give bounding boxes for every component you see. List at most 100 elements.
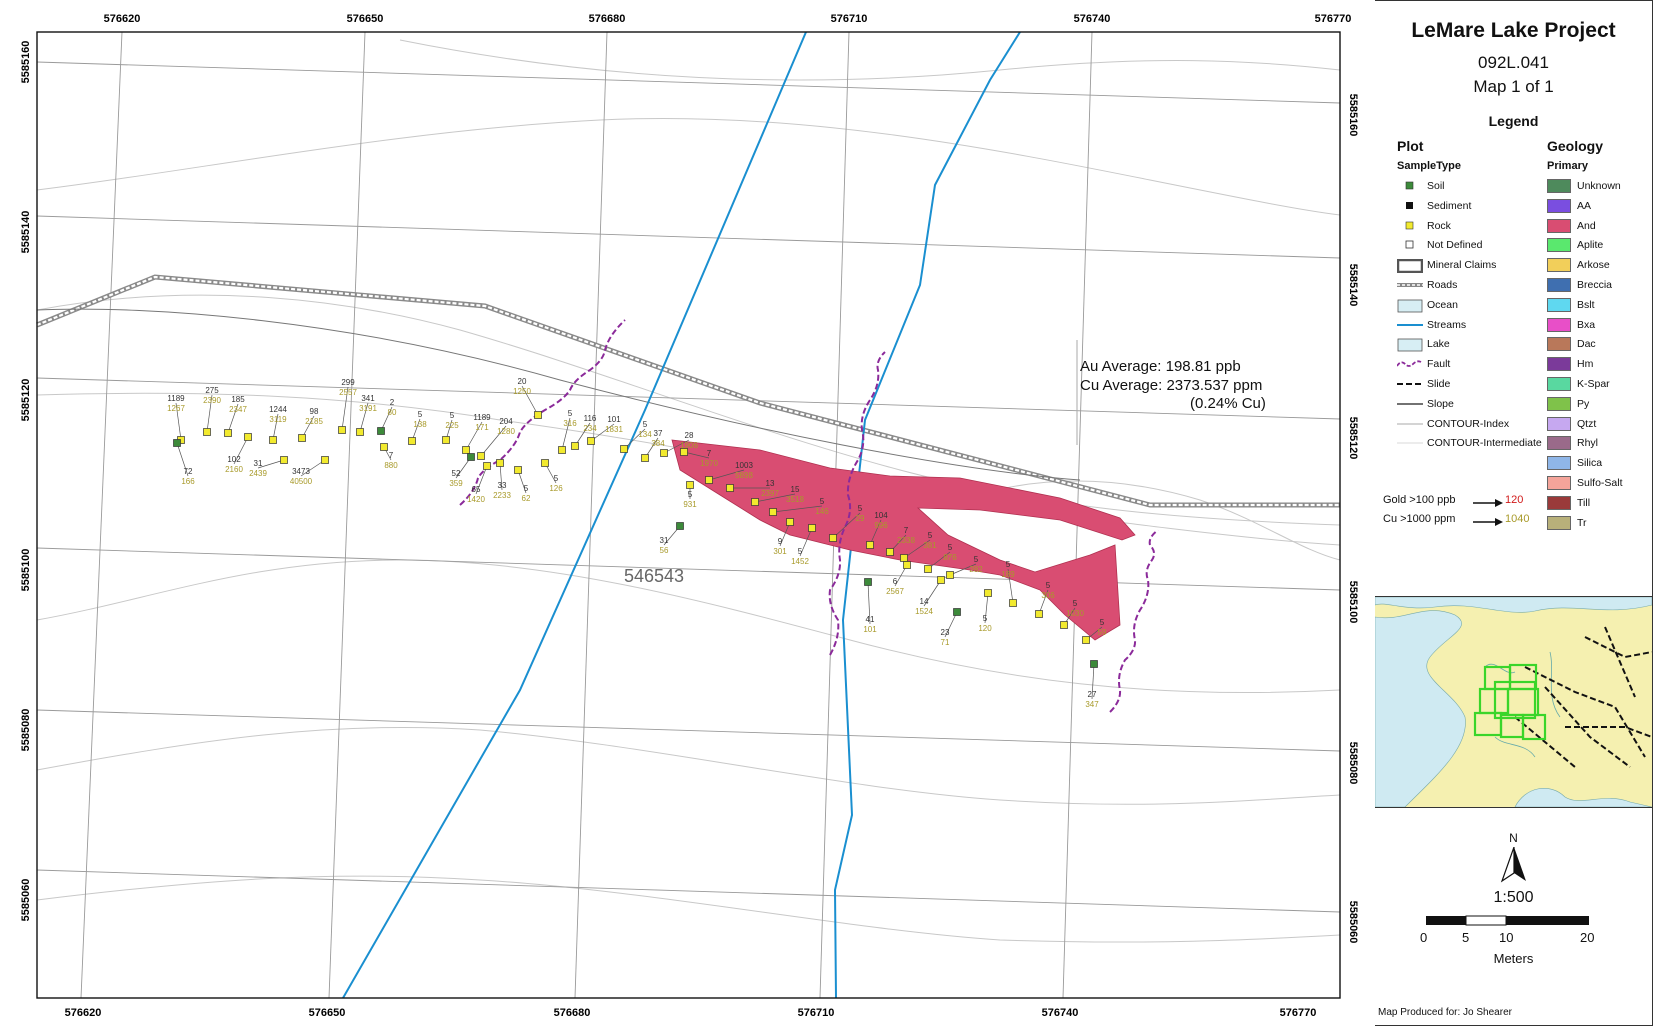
- sample-marker[interactable]: [514, 466, 522, 474]
- sample-marker[interactable]: [829, 534, 837, 542]
- sample-marker[interactable]: [946, 571, 954, 579]
- sample-marker[interactable]: [751, 498, 759, 506]
- sample-marker[interactable]: [224, 429, 232, 437]
- sample-marker[interactable]: [903, 561, 911, 569]
- sample-marker[interactable]: [462, 446, 470, 454]
- sample-marker[interactable]: [984, 589, 992, 597]
- sample-marker[interactable]: [534, 411, 542, 419]
- sample-point[interactable]: 529: [829, 504, 865, 542]
- sample-marker[interactable]: [680, 448, 688, 456]
- sample-marker[interactable]: [321, 456, 329, 464]
- sample-marker[interactable]: [705, 476, 713, 484]
- sample-marker[interactable]: [356, 428, 364, 436]
- sample-marker[interactable]: [442, 436, 450, 444]
- sample-marker[interactable]: [953, 608, 961, 616]
- sample-marker[interactable]: [483, 462, 491, 470]
- sample-marker[interactable]: [280, 456, 288, 464]
- sample-marker[interactable]: [298, 434, 306, 442]
- sample-marker[interactable]: [886, 548, 894, 556]
- sample-point[interactable]: 5120: [978, 589, 992, 634]
- sample-marker[interactable]: [786, 518, 794, 526]
- sample-marker[interactable]: [686, 481, 694, 489]
- sample-marker[interactable]: [641, 454, 649, 462]
- sample-marker[interactable]: [660, 449, 668, 457]
- sample-marker[interactable]: [676, 522, 684, 530]
- sample-marker[interactable]: [769, 508, 777, 516]
- sample-marker[interactable]: [587, 437, 595, 445]
- sample-marker[interactable]: [377, 427, 385, 435]
- sample-marker[interactable]: [496, 459, 504, 467]
- sample-marker[interactable]: [1035, 610, 1043, 618]
- sample-marker[interactable]: [244, 433, 252, 441]
- sample-marker[interactable]: [726, 484, 734, 492]
- sample-point[interactable]: 280: [377, 398, 397, 435]
- sample-marker[interactable]: [380, 443, 388, 451]
- sample-marker[interactable]: [900, 554, 908, 562]
- sample-marker[interactable]: [477, 452, 485, 460]
- sample-marker[interactable]: [571, 442, 579, 450]
- sample-marker[interactable]: [864, 578, 872, 586]
- sample-marker[interactable]: [558, 446, 566, 454]
- sample-marker[interactable]: [1060, 621, 1068, 629]
- sample-marker[interactable]: [467, 453, 475, 461]
- sample-marker[interactable]: [408, 437, 416, 445]
- sample-marker[interactable]: [808, 524, 816, 532]
- sample-marker[interactable]: [866, 541, 874, 549]
- sample-marker[interactable]: [1090, 660, 1098, 668]
- sample-marker[interactable]: [1009, 599, 1017, 607]
- sample-marker[interactable]: [937, 576, 945, 584]
- sample-marker[interactable]: [269, 436, 277, 444]
- sample-marker[interactable]: [924, 565, 932, 573]
- sample-marker[interactable]: [541, 459, 549, 467]
- sample-marker[interactable]: [620, 445, 628, 453]
- sample-marker[interactable]: [1082, 636, 1090, 644]
- sample-marker[interactable]: [338, 426, 346, 434]
